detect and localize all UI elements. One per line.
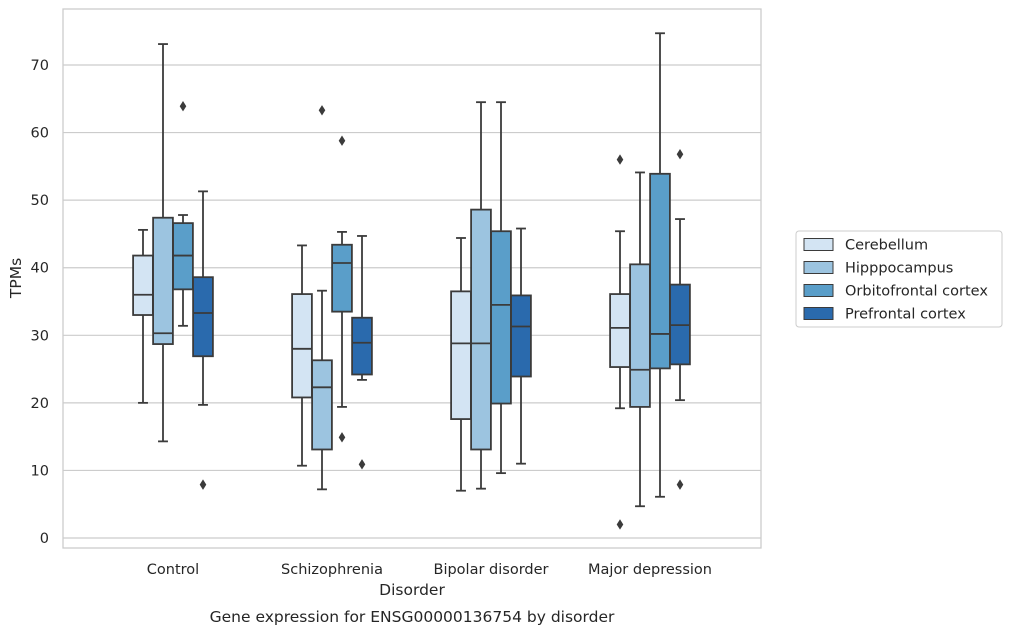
box-iqr [629,263,651,408]
box-iqr [510,294,532,378]
box-iqr [152,216,174,345]
box-hipppocampus [152,43,174,443]
x-tick-label: Schizophrenia [281,562,383,578]
box-iqr [649,172,671,370]
box-hipppocampus [311,105,333,491]
outlier-point [338,432,346,443]
outlier-point [676,149,684,160]
box-iqr [609,293,631,368]
box-orbitofrontal-cortex [649,32,671,498]
legend-swatch [803,238,834,251]
box-iqr [132,254,154,316]
boxes [132,32,691,530]
y-axis-label: TPMs [7,258,25,299]
box-prefrontal-cortex [192,190,214,490]
box-iqr [311,359,333,451]
legend-label: Hipppocampus [845,261,953,277]
x-tick-label: Control [147,562,199,578]
x-tick-labels: Control Schizophrenia Bipolar disorder Majo… [147,562,712,578]
outlier-point [338,135,346,146]
box-prefrontal-cortex [510,227,532,465]
y-tick-label: 50 [31,193,49,209]
chart-caption: Gene expression for ENSG00000136754 by d… [210,608,615,626]
x-tick-label: Major depression [588,562,712,578]
outlier-point [318,105,326,116]
box-prefrontal-cortex [351,235,373,470]
y-tick-label: 70 [31,58,49,74]
outlier-point [179,101,187,112]
x-tick-label: Bipolar disorder [434,562,549,578]
legend-item: Prefrontal cortex [803,307,966,323]
box-prefrontal-cortex [669,149,691,490]
box-hipppocampus [470,101,492,490]
y-tick-label: 0 [40,531,49,547]
legend-frame [795,230,1003,328]
legend-label: Orbitofrontal cortex [845,284,988,300]
box-iqr [470,208,492,451]
box-iqr [490,230,512,405]
legend-item: Hipppocampus [803,261,953,277]
plot-frame [62,8,762,549]
box-iqr [351,316,373,376]
box-cerebellum [132,228,154,404]
box-hipppocampus [629,171,651,508]
box-iqr [331,243,353,313]
legend-swatch [803,261,834,274]
y-tick-label: 20 [31,396,49,412]
legend: Cerebellum Hipppocampus Orbitofrontal cort… [795,230,1003,328]
box-orbitofrontal-cortex [490,101,512,475]
box-iqr [291,293,313,399]
legend-swatch [803,284,834,297]
box-orbitofrontal-cortex [331,135,353,443]
legend-item: Orbitofrontal cortex [803,284,988,300]
outlier-point [616,519,624,530]
legend-swatch [803,307,834,320]
box-iqr [450,290,472,420]
legend-items: Cerebellum Hipppocampus Orbitofrontal cort… [803,238,988,323]
y-tick-labels: 0 10 20 30 40 50 60 70 [31,58,49,547]
y-tick-label: 60 [31,126,49,142]
y-tick-label: 30 [31,328,49,344]
outlier-point [199,479,207,490]
x-axis-label: Disorder [379,581,445,599]
box-cerebellum [609,154,631,530]
box-orbitofrontal-cortex [172,101,194,327]
y-tick-label: 40 [31,261,49,277]
outlier-point [358,459,366,470]
box-cerebellum [450,237,472,492]
outlier-point [616,154,624,165]
outlier-point [676,479,684,490]
box-cerebellum [291,244,313,467]
y-tick-label: 10 [31,463,49,479]
legend-label: Cerebellum [845,238,928,254]
legend-label: Prefrontal cortex [845,307,966,323]
box-iqr [192,276,214,358]
legend-item: Cerebellum [803,238,928,254]
